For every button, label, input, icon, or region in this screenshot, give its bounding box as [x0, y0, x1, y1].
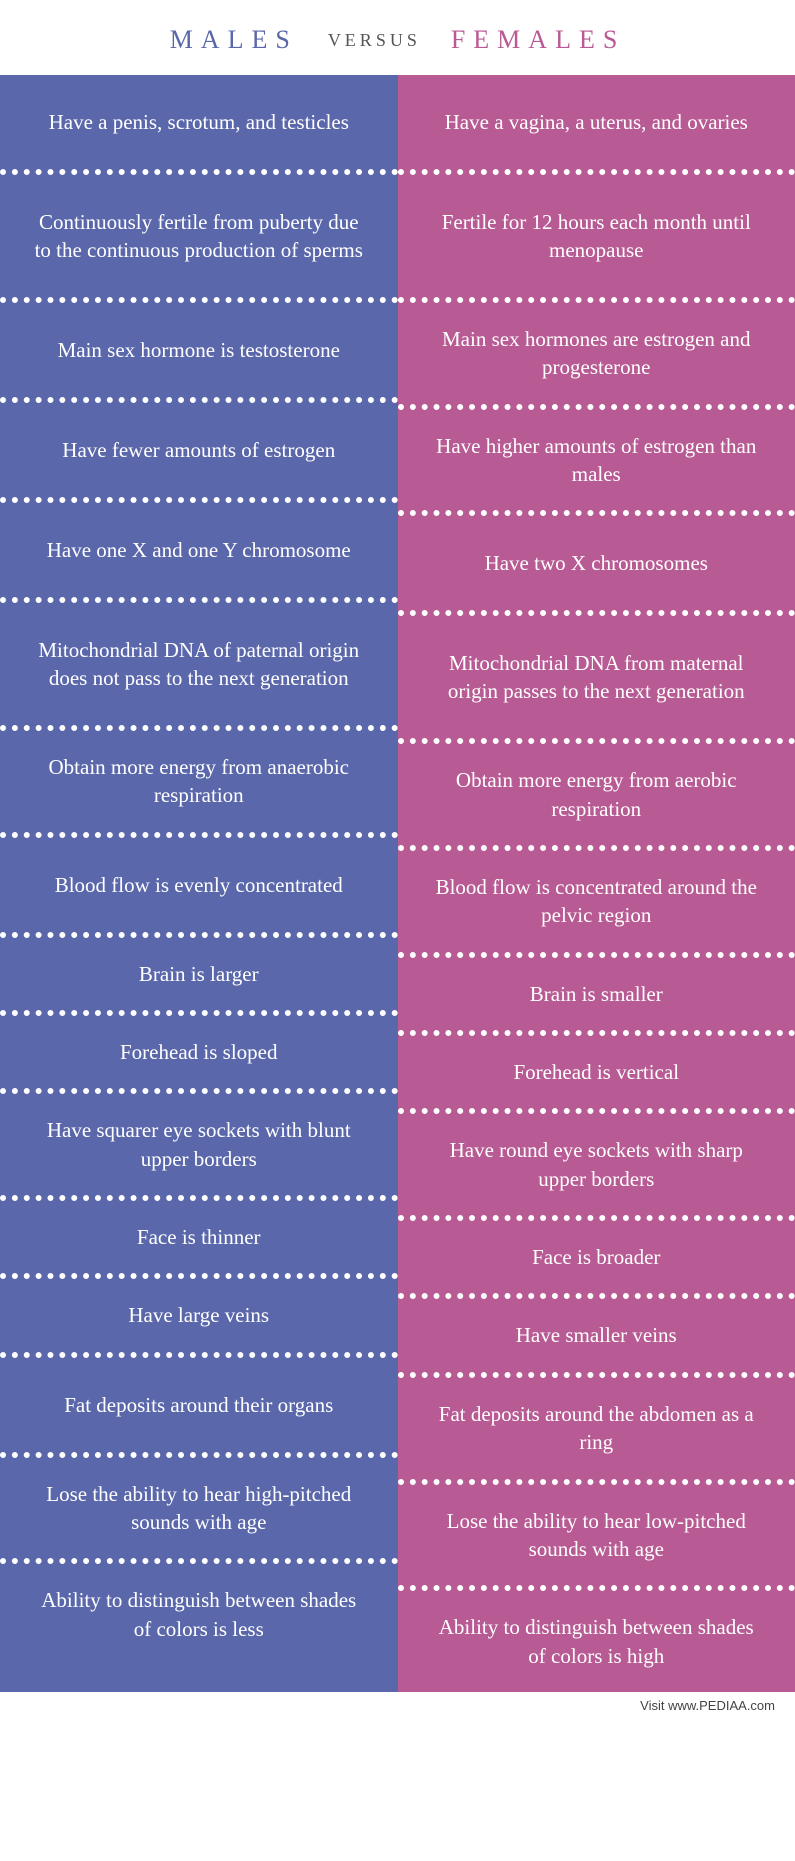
males-cell: Lose the ability to hear high-pitched so… [0, 1458, 398, 1565]
males-cell: Ability to distinguish between shades of… [0, 1564, 398, 1665]
comparison-header: MALES VERSUS FEMALES [0, 0, 795, 75]
males-cell: Have squarer eye sockets with blunt uppe… [0, 1094, 398, 1201]
females-cell: Have smaller veins [398, 1299, 795, 1377]
females-cell: Brain is smaller [398, 958, 795, 1036]
comparison-columns: Have a penis, scrotum, and testiclesCont… [0, 75, 795, 1692]
males-cell: Have one X and one Y chromosome [0, 503, 398, 603]
males-cell: Face is thinner [0, 1201, 398, 1279]
males-cell: Obtain more energy from anaerobic respir… [0, 731, 398, 838]
females-cell: Fertile for 12 hours each month until me… [398, 175, 795, 303]
females-cell: Face is broader [398, 1221, 795, 1299]
males-column: Have a penis, scrotum, and testiclesCont… [0, 75, 398, 1692]
header-right-title: FEMALES [451, 25, 625, 55]
females-cell: Have a vagina, a uterus, and ovaries [398, 75, 795, 175]
females-cell: Blood flow is concentrated around the pe… [398, 851, 795, 958]
header-left-title: MALES [170, 25, 298, 55]
females-cell: Have two X chromosomes [398, 516, 795, 616]
females-cell: Ability to distinguish between shades of… [398, 1591, 795, 1692]
males-cell: Have large veins [0, 1279, 398, 1357]
males-cell: Have fewer amounts of estrogen [0, 403, 398, 503]
females-cell: Have round eye sockets with sharp upper … [398, 1114, 795, 1221]
males-cell: Continuously fertile from puberty due to… [0, 175, 398, 303]
males-cell: Mitochondrial DNA of paternal origin doe… [0, 603, 398, 731]
males-cell: Forehead is sloped [0, 1016, 398, 1094]
females-cell: Main sex hormones are estrogen and proge… [398, 303, 795, 410]
header-versus: VERSUS [328, 30, 421, 51]
females-cell: Mitochondrial DNA from maternal origin p… [398, 616, 795, 744]
males-cell: Have a penis, scrotum, and testicles [0, 75, 398, 175]
males-cell: Brain is larger [0, 938, 398, 1016]
males-cell: Main sex hormone is testosterone [0, 303, 398, 403]
females-cell: Fat deposits around the abdomen as a rin… [398, 1378, 795, 1485]
females-cell: Forehead is vertical [398, 1036, 795, 1114]
footer-credit: Visit www.PEDIAA.com [0, 1692, 795, 1723]
males-cell: Fat deposits around their organs [0, 1358, 398, 1458]
females-cell: Have higher amounts of estrogen than mal… [398, 410, 795, 517]
females-cell: Lose the ability to hear low-pitched sou… [398, 1485, 795, 1592]
females-cell: Obtain more energy from aerobic respirat… [398, 744, 795, 851]
females-column: Have a vagina, a uterus, and ovariesFert… [398, 75, 795, 1692]
males-cell: Blood flow is evenly concentrated [0, 838, 398, 938]
